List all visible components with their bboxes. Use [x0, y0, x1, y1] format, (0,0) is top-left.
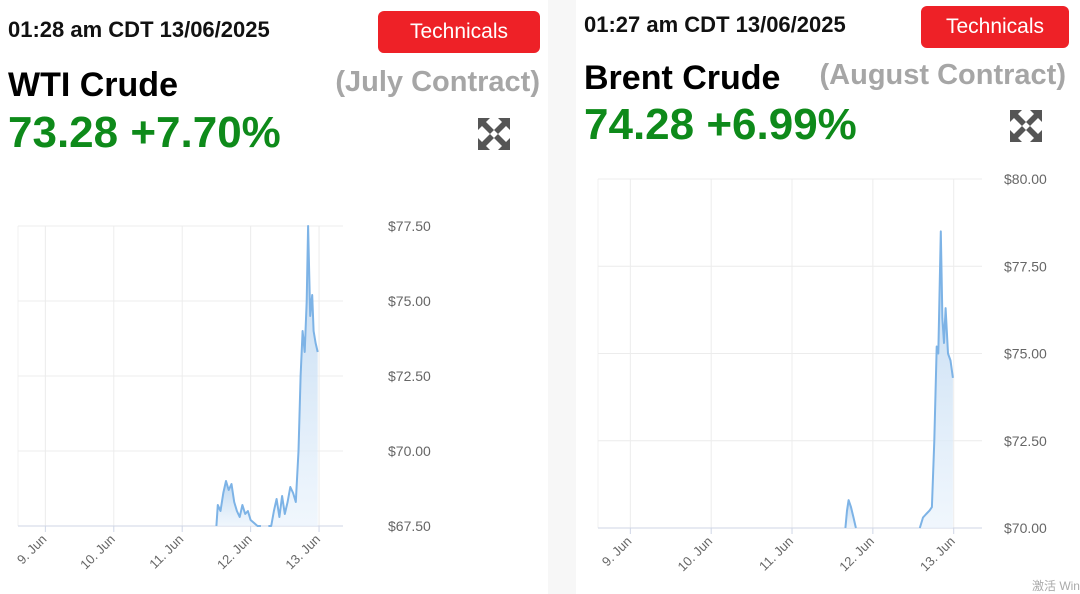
- x-tick-label: 13. Jun: [282, 532, 323, 573]
- series-line: [918, 230, 954, 529]
- x-tick-label: 13. Jun: [917, 534, 958, 575]
- x-tick-label: 10. Jun: [675, 534, 716, 575]
- x-tick-label: 9. Jun: [599, 534, 635, 570]
- series-line: [215, 480, 261, 527]
- x-tick-label: 11. Jun: [146, 532, 186, 572]
- x-tick-label: 12. Jun: [214, 532, 255, 573]
- series-line: [268, 225, 319, 527]
- wti-price-line: 73.28 +7.70%: [8, 108, 281, 158]
- brent-change: +6.99%: [706, 100, 857, 149]
- y-tick-label: $75.00: [388, 293, 431, 309]
- x-tick-label: 11. Jun: [756, 534, 796, 574]
- wti-panel: 01:28 am CDT 13/06/2025 Technicals WTI C…: [8, 11, 540, 573]
- y-tick-label: $77.50: [1004, 258, 1047, 274]
- brent-price-chart: $70.00 $72.50 $75.00 $77.50 $80.00 9. Jun 10. …: [597, 171, 1047, 575]
- y-tick-label: $67.50: [388, 518, 431, 534]
- wti-contract: (July Contract): [335, 66, 540, 98]
- x-tick-label: 10. Jun: [77, 532, 118, 573]
- series-area: [216, 481, 261, 526]
- y-tick-label: $70.00: [1004, 520, 1047, 536]
- expand-arrows-icon[interactable]: [476, 116, 512, 152]
- y-tick-label: $70.00: [388, 443, 431, 459]
- x-tick-label: 9. Jun: [14, 532, 50, 568]
- series-area: [268, 226, 318, 526]
- brent-contract: (August Contract): [819, 59, 1066, 91]
- wti-change: +7.70%: [130, 108, 281, 157]
- brent-title: Brent Crude: [584, 59, 781, 97]
- y-tick-label: $80.00: [1004, 171, 1047, 187]
- x-tick-label: 12. Jun: [836, 534, 877, 575]
- wti-price: 73.28: [8, 108, 119, 157]
- panel-divider: [548, 0, 576, 594]
- activation-watermark: 激活 Win: [1031, 579, 1080, 593]
- y-tick-label: $75.00: [1004, 346, 1047, 362]
- expand-arrows-icon[interactable]: [1008, 108, 1044, 144]
- y-tick-label: $77.50: [388, 218, 431, 234]
- wti-price-chart: $67.50 $70.00 $72.50 $75.00 $77.50 9. Jun 10. …: [14, 218, 431, 573]
- brent-timestamp: 01:27 am CDT 13/06/2025: [584, 12, 846, 37]
- wti-technicals-button[interactable]: Technicals: [378, 11, 540, 53]
- series-line: [844, 499, 857, 529]
- wti-timestamp: 01:28 am CDT 13/06/2025: [8, 17, 270, 42]
- brent-price: 74.28: [584, 100, 695, 149]
- brent-technicals-button[interactable]: Technicals: [921, 6, 1069, 48]
- wti-title: WTI Crude: [8, 66, 178, 104]
- y-tick-label: $72.50: [388, 368, 431, 384]
- brent-price-line: 74.28 +6.99%: [584, 100, 857, 150]
- y-tick-label: $72.50: [1004, 433, 1047, 449]
- brent-panel: 01:27 am CDT 13/06/2025 Technicals Brent…: [576, 0, 1080, 594]
